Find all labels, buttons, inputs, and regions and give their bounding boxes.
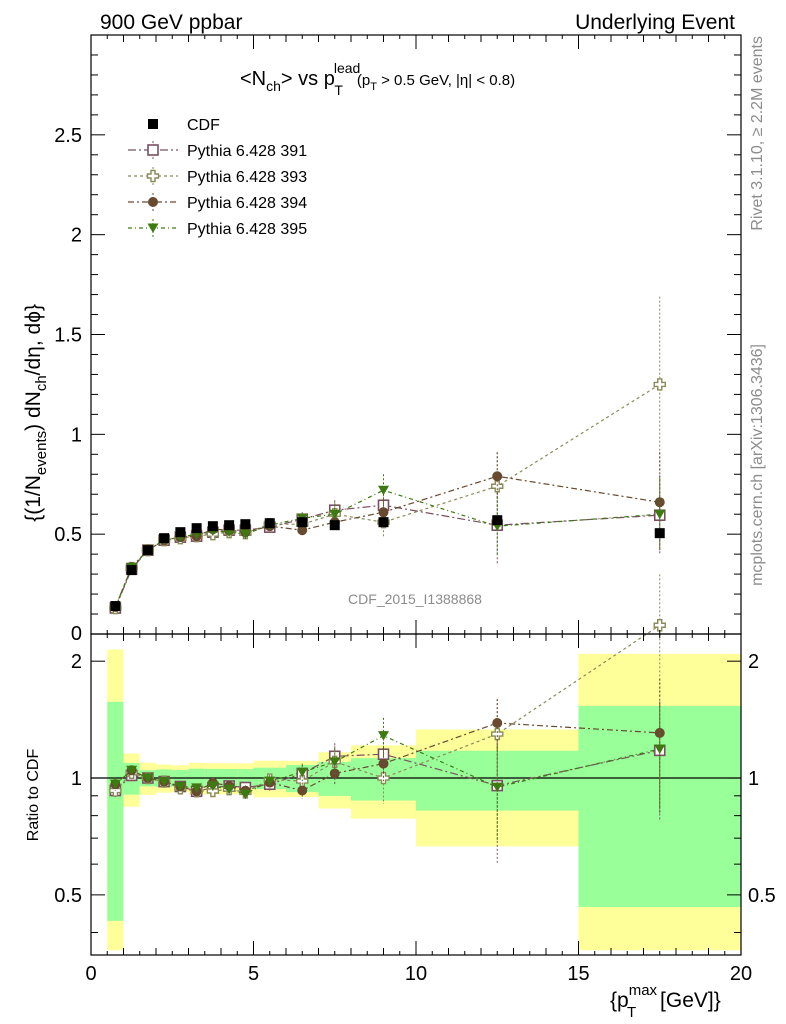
ratio-y-axis-label: Ratio to CDF	[25, 749, 42, 842]
ratio-point	[207, 781, 219, 792]
x-tick-label: 20	[730, 963, 752, 985]
cdf-data	[110, 515, 665, 612]
legend-label: CDF	[187, 117, 220, 134]
x-tick-label: 15	[567, 963, 589, 985]
cdf-data-point	[297, 517, 308, 528]
ratio-point	[329, 757, 341, 767]
y-tick-label: 1.5	[54, 325, 82, 347]
rivet-version-label: Rivet 3.1.10, ≥ 2.2M events	[749, 36, 766, 231]
cdf-data-point	[142, 545, 153, 556]
y-tick-label: 2.5	[54, 125, 82, 147]
y-tick-label-zero: 0	[71, 623, 82, 645]
cdf-data-point	[240, 519, 251, 530]
ratio-point	[654, 744, 666, 754]
legend-marker	[147, 144, 159, 156]
cdf-data-point	[264, 518, 275, 529]
y-tick-label: 2	[71, 225, 82, 247]
ratio-point	[653, 619, 666, 632]
ratio-point	[491, 727, 504, 741]
cdf-data-point	[492, 515, 503, 526]
cdf-data-point	[378, 517, 389, 528]
axes: 0 5 10 15 20 0.5 1 1.5 2 2.5 0 0.5 0.5 1 1 2 2	[54, 34, 776, 985]
series-line	[114, 504, 660, 609]
ratio-y-tick-label-right: 1	[748, 768, 759, 790]
ratio-y-tick-label-right: 2	[748, 651, 759, 673]
data-point	[653, 378, 666, 391]
legend-entry: Pythia 6.428 393	[128, 167, 307, 186]
cdf-data-point	[175, 527, 186, 538]
ratio-point	[223, 784, 235, 795]
cdf-data-point	[110, 601, 121, 612]
header-left: 900 GeV ppbar	[100, 11, 242, 34]
y-tick-label: 1	[71, 424, 82, 446]
legend-label: Pythia 6.428 395	[187, 221, 307, 238]
ratio-point	[296, 767, 308, 778]
cdf-data-point	[191, 523, 202, 534]
ratio-point	[109, 779, 121, 790]
main-panel-series	[109, 296, 666, 615]
ratio-point	[378, 758, 389, 769]
legend-marker	[146, 169, 160, 183]
header-right: Underlying Event	[575, 11, 735, 34]
data-point	[378, 485, 389, 496]
ratio-uncertainty-bands	[91, 649, 741, 951]
mcplots-label: mcplots.cern.ch [arXiv:1306.3436]	[749, 344, 766, 586]
ratio-band-green	[107, 701, 124, 921]
legend-label: Pythia 6.428 393	[187, 169, 307, 186]
x-tick-label: 10	[405, 963, 427, 985]
cdf-data-point	[224, 520, 235, 531]
cdf-data-point	[159, 533, 170, 544]
series-line	[114, 475, 660, 608]
series-2	[109, 296, 666, 615]
y-axis-label: {(1/Nevents) dNch/dη, dϕ}	[22, 304, 50, 522]
data-point	[492, 471, 503, 482]
legend-entry: Pythia 6.428 395	[128, 219, 307, 238]
x-axis-label: {pmax T [GeV]}	[610, 982, 721, 1021]
ratio-point	[492, 718, 503, 729]
ratio-y-tick-label: 2	[71, 651, 82, 673]
cdf-data-point	[207, 521, 218, 532]
y-tick-label: 0.5	[54, 524, 82, 546]
legend-label: Pythia 6.428 391	[187, 143, 307, 160]
data-point	[239, 529, 251, 540]
ratio-y-tick-label: 1	[71, 768, 82, 790]
legend-label: Pythia 6.428 394	[187, 195, 307, 212]
ratio-point	[378, 731, 389, 741]
legend-marker	[148, 119, 158, 129]
legend-entry: Pythia 6.428 391	[128, 141, 307, 160]
ratio-point	[142, 773, 154, 784]
plot-title: <Nch> vs plead T(pT > 0.5 GeV, |η| < 0.8)	[240, 60, 515, 98]
ratio-panel-series	[109, 574, 666, 863]
ratio-point	[126, 765, 138, 776]
legend-entry: Pythia 6.428 394	[128, 193, 307, 212]
legend-marker	[148, 197, 158, 207]
x-tick-label: 5	[248, 963, 259, 985]
cdf-data-point	[654, 528, 665, 539]
x-tick-label: 0	[85, 963, 96, 985]
ratio-point	[158, 777, 170, 787]
data-point	[654, 497, 665, 508]
legend-entry: CDF	[148, 117, 220, 134]
legend-marker	[147, 223, 159, 233]
ratio-point	[191, 783, 203, 793]
data-point	[297, 525, 308, 536]
series-line	[114, 383, 661, 609]
ratio-y-tick-label: 0.5	[54, 885, 82, 907]
ratio-point	[239, 789, 251, 800]
ratio-series-4	[109, 704, 666, 843]
data-point	[654, 509, 666, 520]
ratio-point	[264, 776, 276, 787]
data-point	[329, 509, 341, 520]
cdf-data-point	[126, 565, 137, 576]
analysis-watermark: CDF_2015_I1388868	[348, 591, 482, 607]
ratio-point	[297, 785, 308, 796]
ratio-y-tick-label-right: 0.5	[748, 885, 776, 907]
ratio-point	[377, 771, 390, 785]
ratio-point	[174, 782, 186, 792]
data-point	[378, 507, 389, 518]
legend: CDF Pythia 6.428 391 Pythia 6.428 393 Pythi…	[128, 117, 307, 238]
ratio-point	[491, 782, 503, 793]
cdf-data-point	[329, 520, 340, 531]
